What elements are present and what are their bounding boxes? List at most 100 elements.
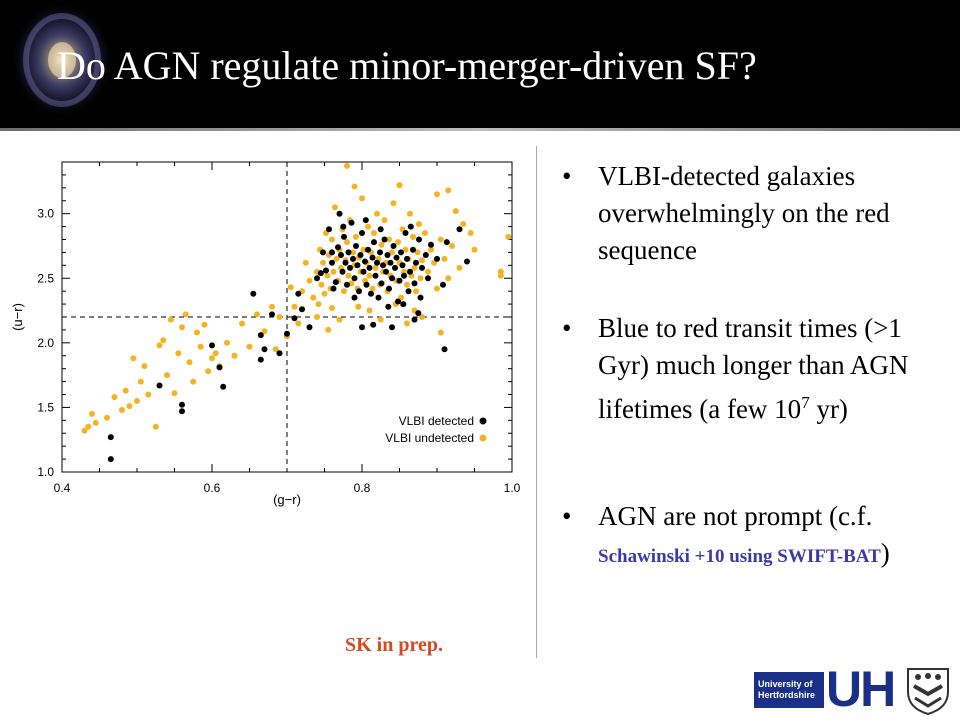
reference-lines xyxy=(62,162,512,472)
point-vlbi-detected xyxy=(359,324,365,331)
point-vlbi-detected xyxy=(323,267,329,274)
point-vlbi-undetected xyxy=(111,394,118,401)
point-vlbi-detected xyxy=(107,434,114,441)
point-vlbi-undetected xyxy=(134,398,140,404)
point-vlbi-undetected xyxy=(197,343,204,350)
tick-labels: 0.4 0.6 0.8 1.0 1.0 1.5 2.0 2.5 3.0 xyxy=(37,207,520,495)
point-vlbi-undetected xyxy=(359,195,365,202)
bullet-3-citation: Schawinski +10 using SWIFT-BAT xyxy=(598,546,881,567)
legend: VLBI detected VLBI undetected xyxy=(385,414,487,445)
point-vlbi-detected xyxy=(362,217,369,224)
point-vlbi-undetected xyxy=(395,239,401,246)
point-vlbi-undetected xyxy=(186,359,193,366)
point-vlbi-undetected xyxy=(497,272,504,279)
point-vlbi-detected xyxy=(295,290,302,297)
bullet-2-tail: yr) xyxy=(809,394,848,424)
point-vlbi-undetected xyxy=(137,378,144,385)
point-vlbi-undetected xyxy=(336,316,343,323)
y-axis-label: (u−r) xyxy=(10,303,25,331)
point-vlbi-undetected xyxy=(344,162,350,169)
point-vlbi-detected xyxy=(417,294,424,301)
title-bar: Do AGN regulate minor-merger-driven SF? xyxy=(0,0,960,128)
point-vlbi-undetected xyxy=(374,210,380,217)
point-vlbi-detected xyxy=(389,275,395,282)
point-vlbi-undetected xyxy=(366,272,373,279)
point-vlbi-detected xyxy=(398,249,404,256)
point-vlbi-undetected xyxy=(209,355,215,362)
point-vlbi-undetected xyxy=(141,363,148,370)
point-vlbi-undetected xyxy=(434,191,440,198)
point-vlbi-undetected xyxy=(449,243,455,249)
point-vlbi-undetected xyxy=(261,328,268,335)
point-vlbi-undetected xyxy=(345,272,352,279)
point-vlbi-detected xyxy=(348,219,355,226)
logo-line-1: University of xyxy=(758,679,813,689)
point-vlbi-detected xyxy=(338,252,344,258)
point-vlbi-undetected xyxy=(325,326,332,333)
point-vlbi-undetected xyxy=(239,320,245,327)
point-vlbi-detected xyxy=(374,259,380,266)
point-vlbi-undetected xyxy=(407,210,413,217)
point-vlbi-undetected xyxy=(341,288,347,295)
point-vlbi-undetected xyxy=(302,259,309,266)
point-vlbi-undetected xyxy=(460,221,467,227)
legend-label-detected: VLBI detected xyxy=(399,414,474,428)
point-vlbi-undetected xyxy=(428,246,434,253)
bullet-2-exponent: 7 xyxy=(801,393,810,412)
point-vlbi-detected xyxy=(345,249,352,256)
color-color-scatter-plot: 0.4 0.6 0.8 1.01.01.52.02.53.0 (g−r) (u−r) … xyxy=(10,161,521,507)
point-vlbi-undetected xyxy=(190,378,197,385)
bullet-3-tail: ) xyxy=(880,538,890,568)
point-vlbi-detected xyxy=(402,230,409,236)
point-vlbi-undetected xyxy=(104,414,110,421)
point-vlbi-undetected xyxy=(126,403,133,410)
point-vlbi-detected xyxy=(340,223,347,230)
point-vlbi-undetected xyxy=(246,343,253,350)
point-vlbi-detected xyxy=(351,294,358,301)
legend-marker-detected xyxy=(479,417,487,425)
point-vlbi-undetected xyxy=(413,288,419,295)
point-vlbi-undetected xyxy=(320,259,326,266)
point-vlbi-detected xyxy=(350,255,356,262)
point-vlbi-undetected xyxy=(404,320,410,327)
point-vlbi-undetected xyxy=(414,249,421,256)
point-vlbi-detected xyxy=(269,311,275,318)
point-vlbi-detected xyxy=(387,259,394,266)
point-vlbi-undetected xyxy=(452,208,459,215)
y-tick-label: 2.5 xyxy=(37,271,54,285)
point-vlbi-undetected xyxy=(295,320,302,327)
point-vlbi-detected xyxy=(257,356,264,363)
point-vlbi-undetected xyxy=(81,427,88,434)
point-vlbi-undetected xyxy=(411,264,418,271)
point-vlbi-undetected xyxy=(119,407,125,413)
point-vlbi-detected xyxy=(351,275,358,282)
point-vlbi-undetected xyxy=(402,246,409,253)
point-vlbi-detected xyxy=(441,346,448,353)
point-vlbi-detected xyxy=(416,236,422,243)
point-vlbi-detected xyxy=(329,249,335,256)
axis-ticks xyxy=(61,161,513,473)
point-vlbi-detected xyxy=(405,288,412,295)
point-vlbi-detected xyxy=(411,316,418,323)
point-vlbi-undetected xyxy=(205,368,212,375)
point-vlbi-detected xyxy=(336,210,343,217)
point-vlbi-undetected xyxy=(330,268,337,275)
point-vlbi-detected xyxy=(335,244,341,251)
point-vlbi-detected xyxy=(209,342,215,349)
point-vlbi-undetected xyxy=(351,183,358,190)
x-tick-label: 0.8 xyxy=(354,481,371,495)
point-vlbi-detected xyxy=(370,321,377,328)
point-vlbi-detected xyxy=(368,290,374,297)
point-vlbi-detected xyxy=(378,280,385,287)
data-points xyxy=(81,162,512,463)
university-logo-block: University of Hertfordshire xyxy=(754,672,824,708)
point-vlbi-detected xyxy=(381,236,388,243)
point-vlbi-detected xyxy=(284,330,290,337)
point-vlbi-detected xyxy=(332,279,339,286)
point-vlbi-undetected xyxy=(269,303,275,310)
point-vlbi-detected xyxy=(434,255,440,262)
point-vlbi-undetected xyxy=(445,187,452,194)
point-vlbi-detected xyxy=(216,364,223,371)
y-tick-label: 1.5 xyxy=(37,400,54,414)
point-vlbi-undetected xyxy=(410,233,416,240)
